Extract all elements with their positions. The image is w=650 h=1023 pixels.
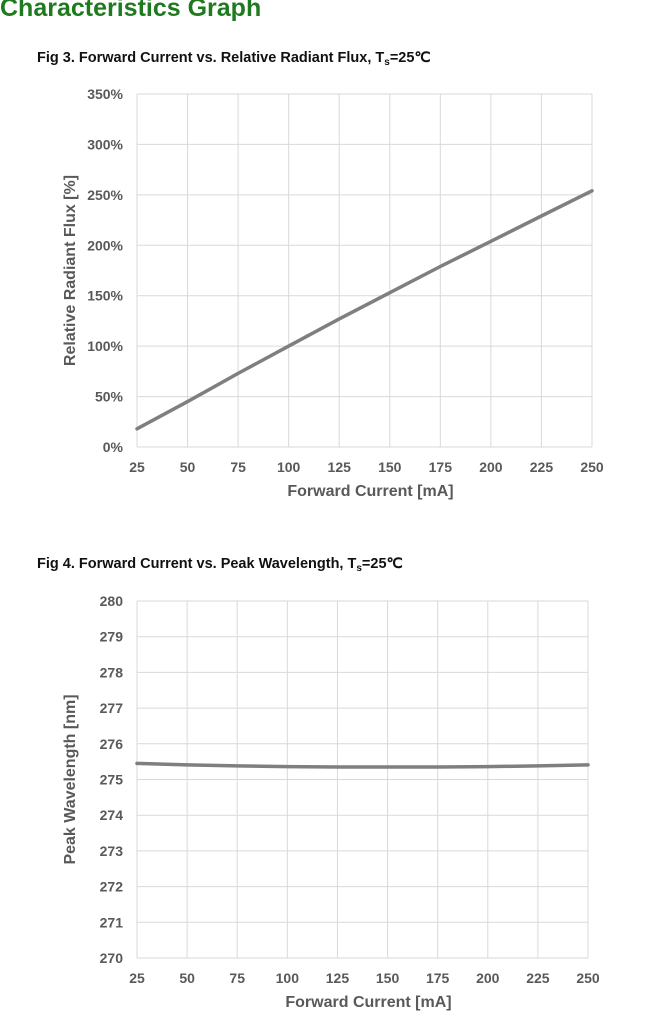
fig3-x-tick-label: 150 [378,459,402,475]
fig4-x-axis-label: Forward Current [mA] [285,994,451,1011]
fig4-y-tick-label: 270 [100,950,124,966]
fig3-data-point [438,265,442,268]
fig4-title-text: Fig 4. Forward Current vs. Peak Waveleng… [37,556,357,572]
fig4-chart: 270 271 272 273 274 275 276 277 278 279 280 25 50 75 1… [62,593,600,1011]
fig4-title-suffix: =25℃ [361,556,403,572]
fig4-data-point [185,763,189,767]
fig4-data-point [436,765,440,769]
fig3-y-axis-label: Relative Radiant Flux [%] [62,175,79,366]
fig4-data-point [486,765,490,769]
fig4-x-tick-label: 75 [229,970,245,986]
fig3-y-tick-label: 0% [103,439,124,455]
fig4-y-tick-label: 278 [100,664,124,680]
fig3-title-subscript: s [384,57,390,68]
fig3-series-line [135,189,594,431]
fig3-x-tick-label: 225 [530,459,554,475]
fig3-y-tick-label: 100% [87,338,123,354]
fig4-y-tick-label: 279 [100,629,124,645]
fig4-title: Fig 4. Forward Current vs. Peak Waveleng… [37,556,403,574]
fig4-y-tick-label: 275 [100,772,124,788]
fig3-x-tick-label: 250 [580,459,604,475]
fig3-x-tick-label: 125 [328,459,352,475]
fig4-title-subscript: s [356,563,362,574]
fig4-x-tick-label: 50 [179,970,195,986]
fig3-data-point [590,189,594,193]
fig4-data-point [336,765,339,769]
fig4-y-tick-label: 273 [100,843,124,859]
fig4-data-point [586,763,590,767]
fig3-title-suffix: =25℃ [389,50,431,66]
fig3-data-point [287,344,291,348]
fig4-x-tick-label: 175 [426,970,450,986]
fig3-data-point [186,400,189,404]
fig4-y-axis-label: Peak Wavelength [nm] [62,694,79,864]
fig4-y-tick-label: 280 [100,593,124,609]
fig4-x-tick-label: 150 [376,970,400,986]
fig4-data-point [235,764,239,768]
fig4-x-tick-label: 100 [276,970,300,986]
fig4-x-tick-label: 200 [476,970,500,986]
fig4-x-tick-label: 25 [129,970,145,986]
fig3-y-tick-label: 150% [87,288,123,304]
fig3-x-tick-label: 200 [479,459,503,475]
fig3-x-tick-label: 50 [180,459,196,475]
page-heading: Characteristics Graph [0,0,262,22]
fig3-data-point [388,291,392,295]
fig4-x-tick-label: 250 [576,970,600,986]
fig3-y-tick-label: 250% [87,187,123,203]
fig3-y-tick-label: 50% [95,389,124,405]
fig3-x-tick-label: 25 [129,459,145,475]
fig4-y-tick-label: 277 [100,700,124,716]
fig4-x-tick-label: 225 [526,970,550,986]
fig3-x-axis-label: Forward Current [mA] [287,483,453,500]
fig3-y-tick-label: 300% [87,136,123,152]
fig4-series-line [135,761,590,769]
fig3-y-tick-label: 200% [87,237,123,253]
fig3-x-tick-label: 75 [230,459,246,475]
fig4-y-tick-label: 272 [100,879,124,895]
fig3-x-tick-label: 175 [429,459,453,475]
fig3-title: Fig 3. Forward Current vs. Relative Radi… [37,50,431,68]
fig4-data-point [285,765,289,769]
fig3-data-point [236,371,240,375]
fig4-x-tick-label: 125 [326,970,350,986]
fig4-data-point [536,764,540,768]
fig4-data-point [386,765,389,769]
fig4-data-point [135,762,139,765]
fig4-y-tick-label: 276 [100,736,124,752]
fig3-data-point [489,239,493,243]
fig3-data-point [135,427,139,431]
fig4-y-tick-label: 271 [100,914,124,930]
fig3-y-tick-label: 350% [87,86,123,102]
fig3-data-point [337,317,341,321]
fig3-x-tick-label: 100 [277,459,301,475]
fig3-chart: 0% 50% 100% 150% 200% 250% 300% 350% 25 50 75 100 12… [62,86,604,500]
fig4-y-tick-label: 274 [100,807,124,823]
fig3-title-text: Fig 3. Forward Current vs. Relative Radi… [37,50,385,66]
fig3-data-point [540,214,543,218]
